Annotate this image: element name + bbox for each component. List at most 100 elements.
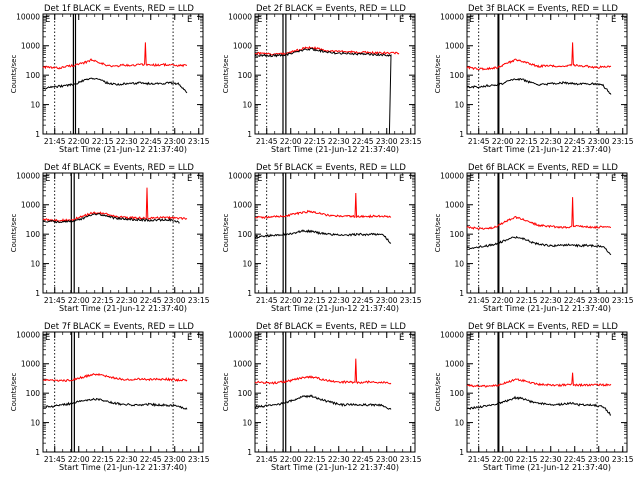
x-tick-label: 22:15	[92, 137, 114, 146]
x-tick-label: 23:15	[188, 455, 210, 464]
x-tick-label: 23:15	[612, 455, 634, 464]
x-tick-label: 22:00	[280, 455, 302, 464]
flag-right-label: E	[611, 333, 616, 343]
detector-panel: Det 4f BLACK = Events, RED = LLD 1 10 100 10…	[10, 163, 210, 313]
y-tick-label: 1000	[445, 42, 464, 51]
flag-left-label: E	[45, 174, 50, 184]
x-tick-label: 22:45	[140, 296, 162, 305]
x-tick-label: 21:45	[256, 137, 278, 146]
y-tick-label: 1000	[233, 201, 252, 210]
x-tick-label: 22:30	[116, 455, 138, 464]
y-axis-label: Counts/sec	[222, 214, 230, 253]
x-tick-label: 22:00	[68, 296, 90, 305]
y-tick-label: 100	[450, 389, 465, 398]
panel-title: Det 8f BLACK = Events, RED = LLD	[256, 322, 406, 332]
flag-left-label: E	[45, 15, 50, 25]
x-tick-label: 23:00	[164, 137, 186, 146]
x-tick-label: 23:00	[376, 455, 398, 464]
y-tick-label: 10000	[440, 330, 464, 339]
detector-panel: Det 5f BLACK = Events, RED = LLD 1 10 100 10…	[222, 163, 422, 313]
events-black-trace	[42, 77, 188, 94]
y-tick-label: 10000	[16, 330, 40, 339]
x-tick-label: 21:45	[44, 137, 66, 146]
x-tick-label: 21:45	[468, 455, 490, 464]
x-tick-label: 22:00	[492, 137, 514, 146]
y-axis-label: Counts/sec	[10, 214, 18, 253]
y-tick-label: 1	[247, 130, 252, 139]
y-tick-label: 10000	[16, 171, 40, 180]
x-tick-label: 22:00	[68, 455, 90, 464]
x-tick-label: 22:30	[540, 296, 562, 305]
x-tick-label: 22:00	[492, 296, 514, 305]
y-tick-label: 10	[454, 419, 464, 428]
plot-frame	[254, 331, 416, 453]
detector-panel: Det 2f BLACK = Events, RED = LLD 1 10 100 10…	[222, 4, 422, 154]
x-tick-label: 23:15	[188, 137, 210, 146]
events-black-trace	[255, 229, 392, 244]
y-tick-label: 10	[454, 260, 464, 269]
x-tick-label: 23:00	[588, 137, 610, 146]
plot-frame	[466, 172, 628, 294]
y-tick-label: 10	[30, 101, 40, 110]
y-tick-label: 1000	[233, 42, 252, 51]
x-tick-label: 22:45	[352, 455, 374, 464]
events-black-trace	[466, 395, 612, 416]
x-tick-label: 22:45	[140, 137, 162, 146]
panel-title: Det 3f BLACK = Events, RED = LLD	[468, 4, 618, 14]
flag-left-label: E	[257, 174, 262, 184]
x-tick-label: 23:00	[588, 296, 610, 305]
lld-red-trace	[466, 42, 612, 71]
y-tick-label: 10	[242, 419, 252, 428]
x-axis-label: Start Time (21-Jun-12 21:37:40)	[271, 463, 399, 472]
y-axis-label: Counts/sec	[10, 55, 18, 94]
x-axis-label: Start Time (21-Jun-12 21:37:40)	[59, 304, 187, 313]
x-axis-label: Start Time (21-Jun-12 21:37:40)	[271, 145, 399, 154]
y-tick-label: 10000	[228, 12, 252, 21]
x-tick-label: 21:45	[44, 455, 66, 464]
x-axis-label: Start Time (21-Jun-12 21:37:40)	[483, 145, 611, 154]
detector-panel: Det 3f BLACK = Events, RED = LLD 1 10 100 10…	[434, 4, 634, 154]
flag-right-label: E	[399, 174, 404, 184]
x-tick-label: 22:30	[540, 137, 562, 146]
x-tick-label: 22:45	[564, 137, 586, 146]
x-tick-label: 22:00	[280, 137, 302, 146]
x-axis-label: Start Time (21-Jun-12 21:37:40)	[483, 304, 611, 313]
x-tick-label: 23:00	[164, 296, 186, 305]
x-tick-label: 22:00	[68, 137, 90, 146]
x-tick-label: 22:15	[304, 137, 326, 146]
y-tick-label: 100	[26, 389, 41, 398]
x-tick-label: 22:15	[304, 455, 326, 464]
panel-title: Det 1f BLACK = Events, RED = LLD	[44, 4, 194, 14]
y-tick-label: 10	[454, 101, 464, 110]
flag-left-label: E	[257, 15, 262, 25]
y-tick-label: 100	[238, 230, 253, 239]
x-tick-label: 23:15	[400, 296, 422, 305]
x-tick-label: 22:15	[516, 296, 538, 305]
y-tick-label: 1000	[21, 360, 40, 369]
events-black-trace	[466, 235, 612, 256]
y-tick-label: 1	[35, 448, 40, 457]
y-tick-label: 10	[30, 260, 40, 269]
plot-frame	[42, 172, 204, 294]
y-tick-label: 100	[450, 230, 465, 239]
x-tick-label: 22:15	[516, 455, 538, 464]
flag-right-label: E	[399, 15, 404, 25]
y-tick-label: 1	[35, 130, 40, 139]
lld-red-trace	[254, 358, 392, 385]
x-tick-label: 23:15	[188, 296, 210, 305]
y-axis-label: Counts/sec	[434, 55, 442, 94]
x-tick-label: 21:45	[44, 296, 66, 305]
plot-frame	[466, 13, 628, 135]
x-tick-label: 22:30	[328, 296, 350, 305]
x-tick-label: 22:30	[116, 137, 138, 146]
x-tick-label: 21:45	[256, 296, 278, 305]
flag-right-label: E	[611, 174, 616, 184]
y-axis-label: Counts/sec	[434, 214, 442, 253]
lld-red-trace	[254, 192, 392, 220]
y-tick-label: 10000	[228, 171, 252, 180]
x-tick-label: 22:45	[564, 296, 586, 305]
y-tick-label: 1	[459, 448, 464, 457]
plot-frame	[254, 13, 416, 135]
y-axis-label: Counts/sec	[222, 55, 230, 94]
